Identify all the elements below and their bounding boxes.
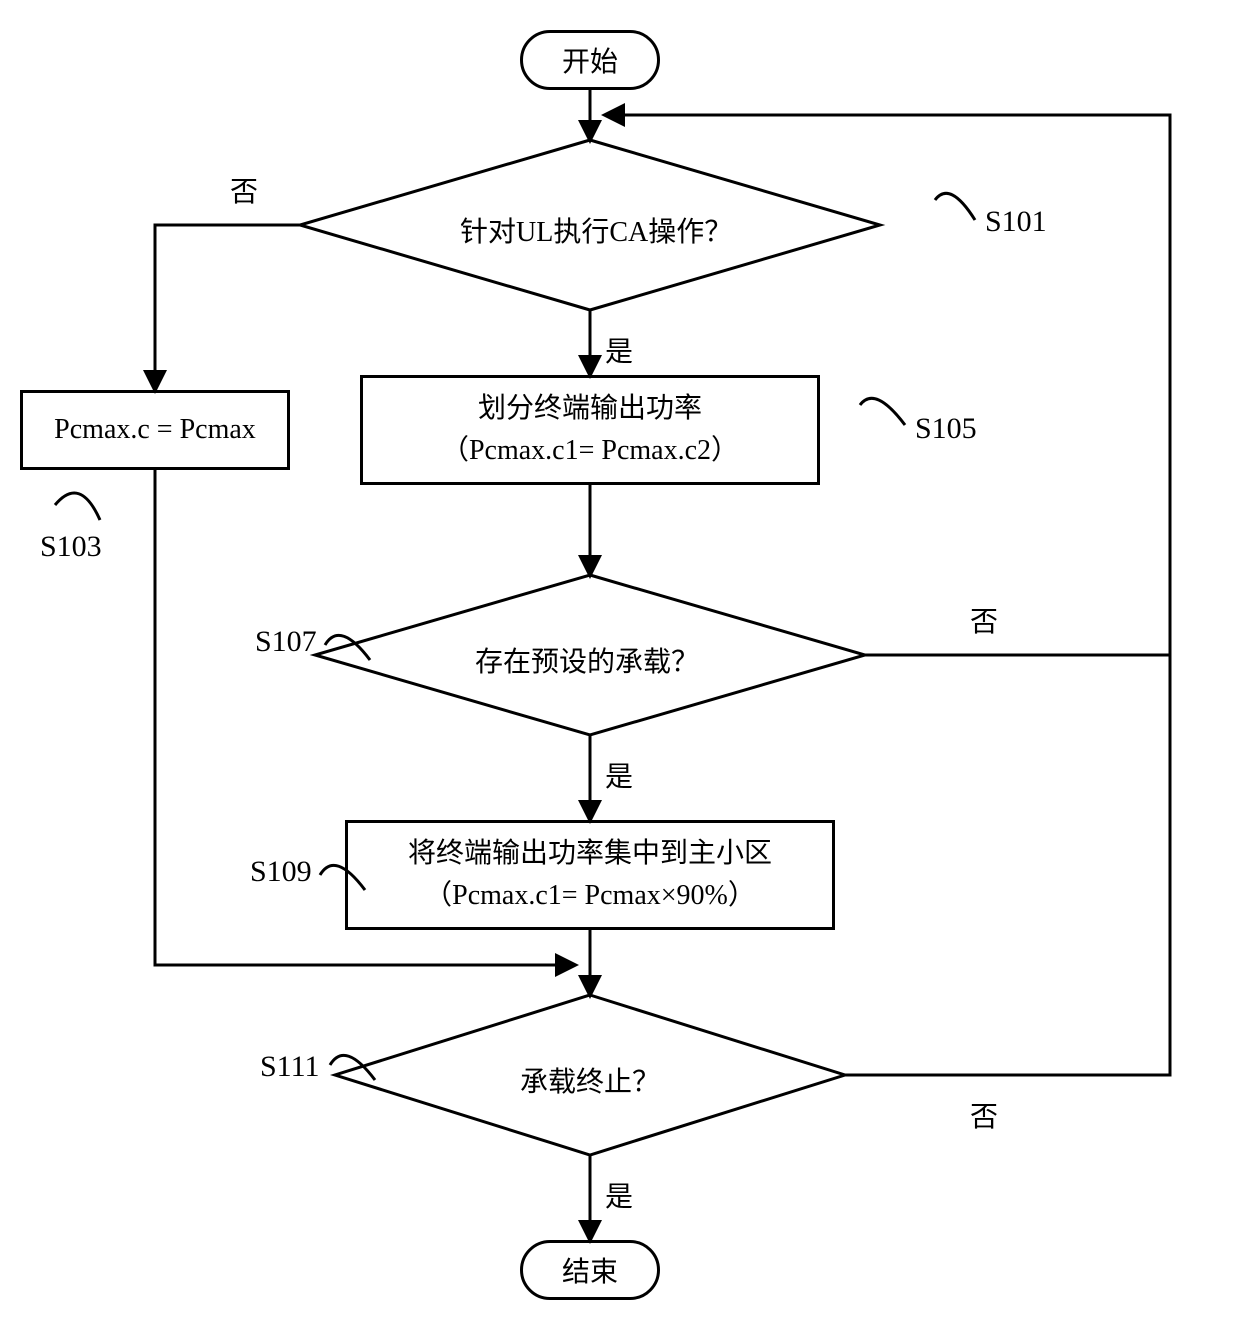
d2-no-label: 否 — [970, 600, 998, 640]
end-terminator: 结束 — [520, 1240, 660, 1300]
tag-s103: S103 — [40, 530, 102, 564]
d1-no-label: 否 — [230, 170, 258, 210]
decision-d1-text: 针对UL执行CA操作？ — [460, 210, 732, 250]
process-s103-line1: Pcmax.c = Pcmax — [54, 414, 256, 446]
tag-s101: S101 — [985, 205, 1047, 239]
process-s103: Pcmax.c = Pcmax — [20, 390, 290, 470]
process-s105-line2: （Pcmax.c1= Pcmax.c2） — [441, 430, 739, 472]
tag-s109: S109 — [250, 855, 312, 889]
process-s109-line2: （Pcmax.c1= Pcmax×90%） — [424, 875, 756, 917]
flowchart-canvas: 开始 针对UL执行CA操作？ Pcmax.c = Pcmax 划分终端输出功率 … — [0, 0, 1240, 1320]
decision-d2-text: 存在预设的承载？ — [475, 640, 699, 680]
tag-s111: S111 — [260, 1050, 319, 1084]
d2-yes-label: 是 — [605, 755, 633, 795]
decision-d3-text: 承载终止？ — [520, 1060, 660, 1100]
d1-yes-label: 是 — [605, 330, 633, 370]
end-label: 结束 — [562, 1250, 618, 1290]
start-terminator: 开始 — [520, 30, 660, 90]
d3-yes-label: 是 — [605, 1175, 633, 1215]
tag-s105: S105 — [915, 412, 977, 446]
process-s109-line1: 将终端输出功率集中到主小区 — [408, 833, 772, 875]
process-s109: 将终端输出功率集中到主小区 （Pcmax.c1= Pcmax×90%） — [345, 820, 835, 930]
d3-no-label: 否 — [970, 1095, 998, 1135]
tag-s107: S107 — [255, 625, 317, 659]
start-label: 开始 — [562, 40, 618, 80]
process-s105-line1: 划分终端输出功率 — [478, 388, 702, 430]
process-s105: 划分终端输出功率 （Pcmax.c1= Pcmax.c2） — [360, 375, 820, 485]
